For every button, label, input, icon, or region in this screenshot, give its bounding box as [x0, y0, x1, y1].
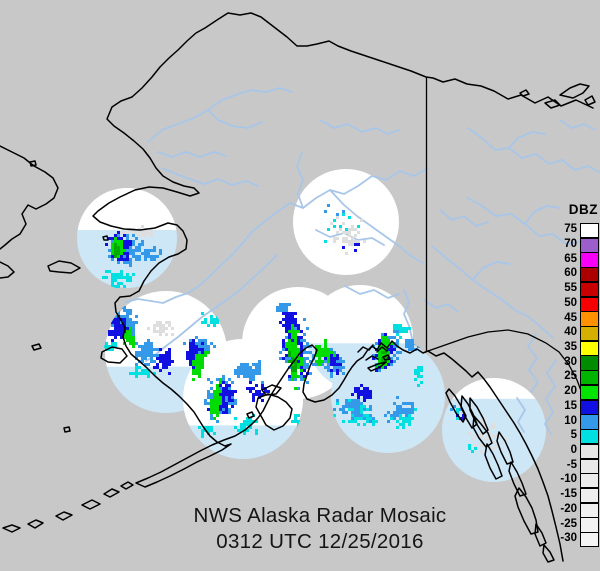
border-layer — [425, 77, 584, 397]
river — [344, 285, 400, 299]
coastline — [120, 481, 134, 490]
river — [527, 333, 539, 393]
coastline — [382, 354, 391, 361]
river — [439, 209, 489, 227]
coastline — [534, 523, 547, 547]
coastline — [469, 397, 489, 435]
mosaic-timestamp: 0312 UTC 12/25/2016 — [216, 530, 424, 553]
river — [544, 359, 557, 435]
coastline — [81, 499, 101, 510]
river — [296, 151, 304, 209]
coastline — [63, 426, 71, 433]
river — [467, 197, 594, 251]
coastline — [357, 344, 374, 353]
river — [524, 205, 561, 225]
river — [559, 119, 596, 131]
mosaic-title: NWS Alaska Radar Mosaic — [193, 504, 447, 527]
river — [329, 189, 424, 264]
coastline — [367, 361, 387, 372]
coastline — [103, 488, 120, 498]
river — [207, 109, 263, 129]
river — [423, 299, 459, 313]
river — [319, 119, 400, 135]
coastline — [544, 99, 561, 109]
coastline — [261, 384, 282, 396]
coastline — [519, 89, 530, 97]
coastline — [496, 431, 514, 465]
river — [125, 167, 429, 304]
radar-coverage-circle-fairbanks — [293, 169, 399, 275]
river — [147, 87, 293, 143]
coastline — [508, 461, 527, 497]
coastline — [376, 346, 388, 353]
river — [157, 151, 227, 158]
coastline — [559, 83, 590, 99]
coastline — [246, 411, 255, 419]
coastline — [102, 235, 109, 241]
coastline — [47, 260, 81, 274]
river — [516, 397, 526, 433]
coastline — [365, 355, 379, 361]
coastline — [31, 343, 42, 351]
alaska-canada-border — [427, 329, 584, 397]
river — [145, 254, 278, 362]
river — [161, 167, 259, 187]
coastline — [445, 388, 467, 423]
coastline — [255, 393, 293, 431]
coastline — [542, 544, 555, 563]
coastline — [2, 524, 21, 533]
river — [472, 261, 511, 281]
coastline — [460, 395, 478, 429]
river-layer — [125, 87, 600, 435]
coastline — [0, 261, 15, 279]
coastline — [100, 346, 128, 364]
coastline — [484, 443, 503, 480]
river — [508, 131, 546, 149]
coastline — [472, 415, 493, 448]
coastline — [584, 95, 596, 106]
coastline — [55, 511, 73, 521]
river — [467, 127, 600, 173]
mosaic-caption: NWS Alaska Radar Mosaic 0312 UTC 12/25/2… — [140, 503, 500, 555]
coastline — [27, 519, 44, 529]
river — [431, 245, 554, 339]
coastline — [92, 12, 594, 562]
coastline — [29, 160, 37, 167]
coastline-layer — [0, 12, 596, 563]
